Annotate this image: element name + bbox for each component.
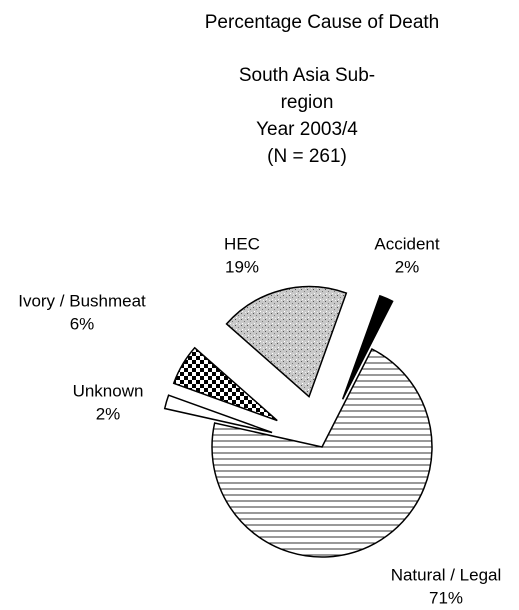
pie-slice bbox=[225, 285, 348, 398]
slice-label: Unknown bbox=[73, 381, 144, 400]
slice-label: Natural / Legal bbox=[391, 565, 502, 584]
slice-label: Accident bbox=[374, 234, 439, 253]
chart-subtitle: (N = 261) bbox=[267, 146, 347, 167]
slice-value-label: 71% bbox=[429, 588, 463, 607]
slice-value-label: 2% bbox=[96, 404, 121, 423]
chart-subtitle: region bbox=[281, 92, 334, 113]
chart-subtitle: Year 2003/4 bbox=[256, 119, 358, 140]
slice-label: HEC bbox=[224, 234, 260, 253]
pie-slice bbox=[163, 394, 273, 434]
pie-slice bbox=[341, 294, 394, 400]
pie-slice bbox=[211, 347, 433, 558]
slice-label: Ivory / Bushmeat bbox=[18, 291, 146, 310]
chart-title: Percentage Cause of Death bbox=[205, 12, 440, 33]
pie-slice bbox=[172, 346, 278, 422]
chart-subtitle: South Asia Sub- bbox=[239, 65, 375, 86]
slice-value-label: 2% bbox=[395, 257, 420, 276]
slice-value-label: 19% bbox=[225, 257, 259, 276]
slice-value-label: 6% bbox=[70, 314, 95, 333]
